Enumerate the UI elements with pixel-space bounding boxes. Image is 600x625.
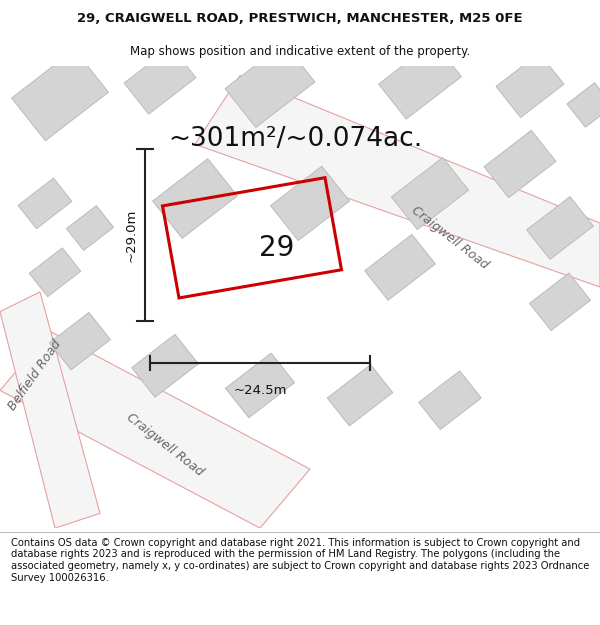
Polygon shape [18, 178, 72, 229]
Polygon shape [379, 42, 461, 119]
Polygon shape [67, 206, 113, 251]
Polygon shape [152, 159, 238, 238]
Polygon shape [0, 331, 310, 528]
Polygon shape [29, 248, 81, 297]
Polygon shape [0, 292, 100, 528]
Polygon shape [124, 47, 196, 114]
Polygon shape [131, 334, 199, 397]
Text: Belfield Road: Belfield Road [6, 338, 64, 413]
Polygon shape [327, 364, 393, 426]
Polygon shape [225, 43, 315, 128]
Polygon shape [527, 197, 593, 259]
Text: ~24.5m: ~24.5m [233, 384, 287, 398]
Polygon shape [484, 131, 556, 198]
Text: 29: 29 [259, 234, 295, 262]
Polygon shape [195, 76, 600, 287]
Polygon shape [50, 312, 110, 370]
Polygon shape [530, 273, 590, 331]
Text: ~29.0m: ~29.0m [125, 209, 137, 262]
Polygon shape [567, 82, 600, 127]
Polygon shape [391, 158, 469, 229]
Polygon shape [496, 53, 564, 118]
Text: 29, CRAIGWELL ROAD, PRESTWICH, MANCHESTER, M25 0FE: 29, CRAIGWELL ROAD, PRESTWICH, MANCHESTE… [77, 12, 523, 25]
Polygon shape [226, 353, 295, 418]
Polygon shape [271, 166, 349, 241]
Text: ~301m²/~0.074ac.: ~301m²/~0.074ac. [168, 126, 422, 152]
Text: Contains OS data © Crown copyright and database right 2021. This information is : Contains OS data © Crown copyright and d… [11, 538, 589, 582]
Text: Craigwell Road: Craigwell Road [409, 204, 491, 272]
Polygon shape [365, 234, 436, 300]
Polygon shape [419, 371, 481, 429]
Text: Map shows position and indicative extent of the property.: Map shows position and indicative extent… [130, 45, 470, 58]
Polygon shape [11, 49, 109, 141]
Text: Craigwell Road: Craigwell Road [124, 411, 206, 478]
